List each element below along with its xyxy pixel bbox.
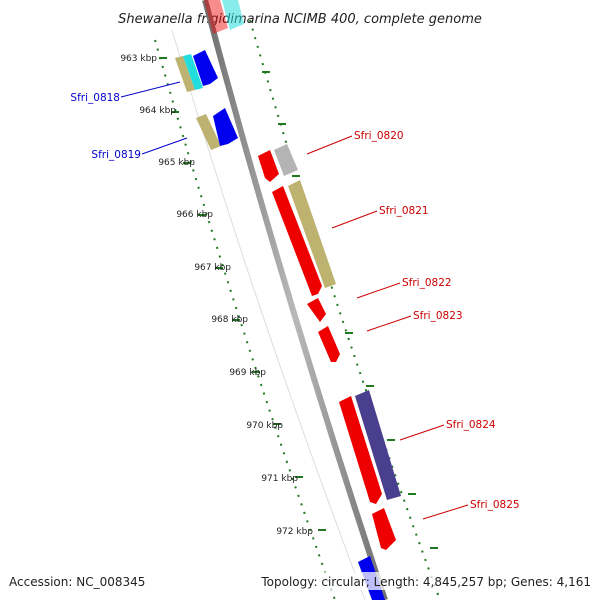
gene-label-sfri-0818[interactable]: Sfri_0818 xyxy=(70,92,120,104)
genome-summary: Topology: circular; Length: 4,845,257 bp… xyxy=(260,575,591,589)
other-feature-0818a xyxy=(175,56,195,92)
guide-lines xyxy=(154,19,441,600)
cds-0820[interactable] xyxy=(258,150,279,182)
cds-0819[interactable] xyxy=(213,108,238,146)
footer-bg xyxy=(258,572,594,590)
map-title: Shewanella frigidimarina NCIMB 400, comp… xyxy=(118,12,482,27)
other-feature-0821 xyxy=(288,180,336,288)
gene-label-sfri-0823[interactable]: Sfri_0823 xyxy=(413,310,463,322)
tick-label: 967 kbp xyxy=(194,263,231,273)
gene-label-sfri-0824[interactable]: Sfri_0824 xyxy=(446,419,496,431)
tick-label: 965 kbp xyxy=(158,158,195,168)
gene-label-sfri-0821[interactable]: Sfri_0821 xyxy=(379,205,429,217)
leader-lines xyxy=(120,81,469,520)
rna-feature-0818 xyxy=(183,54,203,90)
gene-label-sfri-0822[interactable]: Sfri_0822 xyxy=(402,277,452,289)
dark-feature-0824 xyxy=(355,390,401,500)
tick-labels: 963 kbp 964 kbp 965 kbp 966 kbp 967 kbp … xyxy=(120,54,313,537)
cds-0823[interactable] xyxy=(318,326,340,362)
inner-ticks xyxy=(159,57,326,531)
tick-label: 963 kbp xyxy=(120,54,157,64)
gene-label-sfri-0825[interactable]: Sfri_0825 xyxy=(470,499,520,511)
rna-cut-top xyxy=(222,0,244,30)
tick-label: 964 kbp xyxy=(139,106,176,116)
accession-label: Accession: NC_008345 xyxy=(9,575,145,589)
inner-guide-line xyxy=(154,39,336,600)
cds-0818[interactable] xyxy=(193,50,218,86)
genome-backbone xyxy=(202,0,388,600)
tick-label: 970 kbp xyxy=(246,421,283,431)
gene-labels: Sfri_0818 Sfri_0819 Sfri_0820 Sfri_0821 … xyxy=(70,92,519,511)
misc-feature-0820 xyxy=(274,144,298,176)
cds-cut-top xyxy=(204,0,228,34)
other-feature-0819 xyxy=(196,114,221,150)
cds-0821[interactable] xyxy=(272,186,322,296)
tick-label: 972 kbp xyxy=(276,527,313,537)
tick-label: 966 kbp xyxy=(176,210,213,220)
tick-label: 968 kbp xyxy=(211,315,248,325)
outer-guide-line xyxy=(249,19,441,600)
cds-0822[interactable] xyxy=(307,298,326,322)
gene-label-sfri-0820[interactable]: Sfri_0820 xyxy=(354,130,404,142)
tick-label: 969 kbp xyxy=(229,368,266,378)
gene-label-sfri-0819[interactable]: Sfri_0819 xyxy=(91,149,141,161)
tick-label: 971 kbp xyxy=(261,474,298,484)
band-edge xyxy=(171,29,366,600)
cds-0824[interactable] xyxy=(339,396,382,504)
cds-0825[interactable] xyxy=(372,508,396,550)
